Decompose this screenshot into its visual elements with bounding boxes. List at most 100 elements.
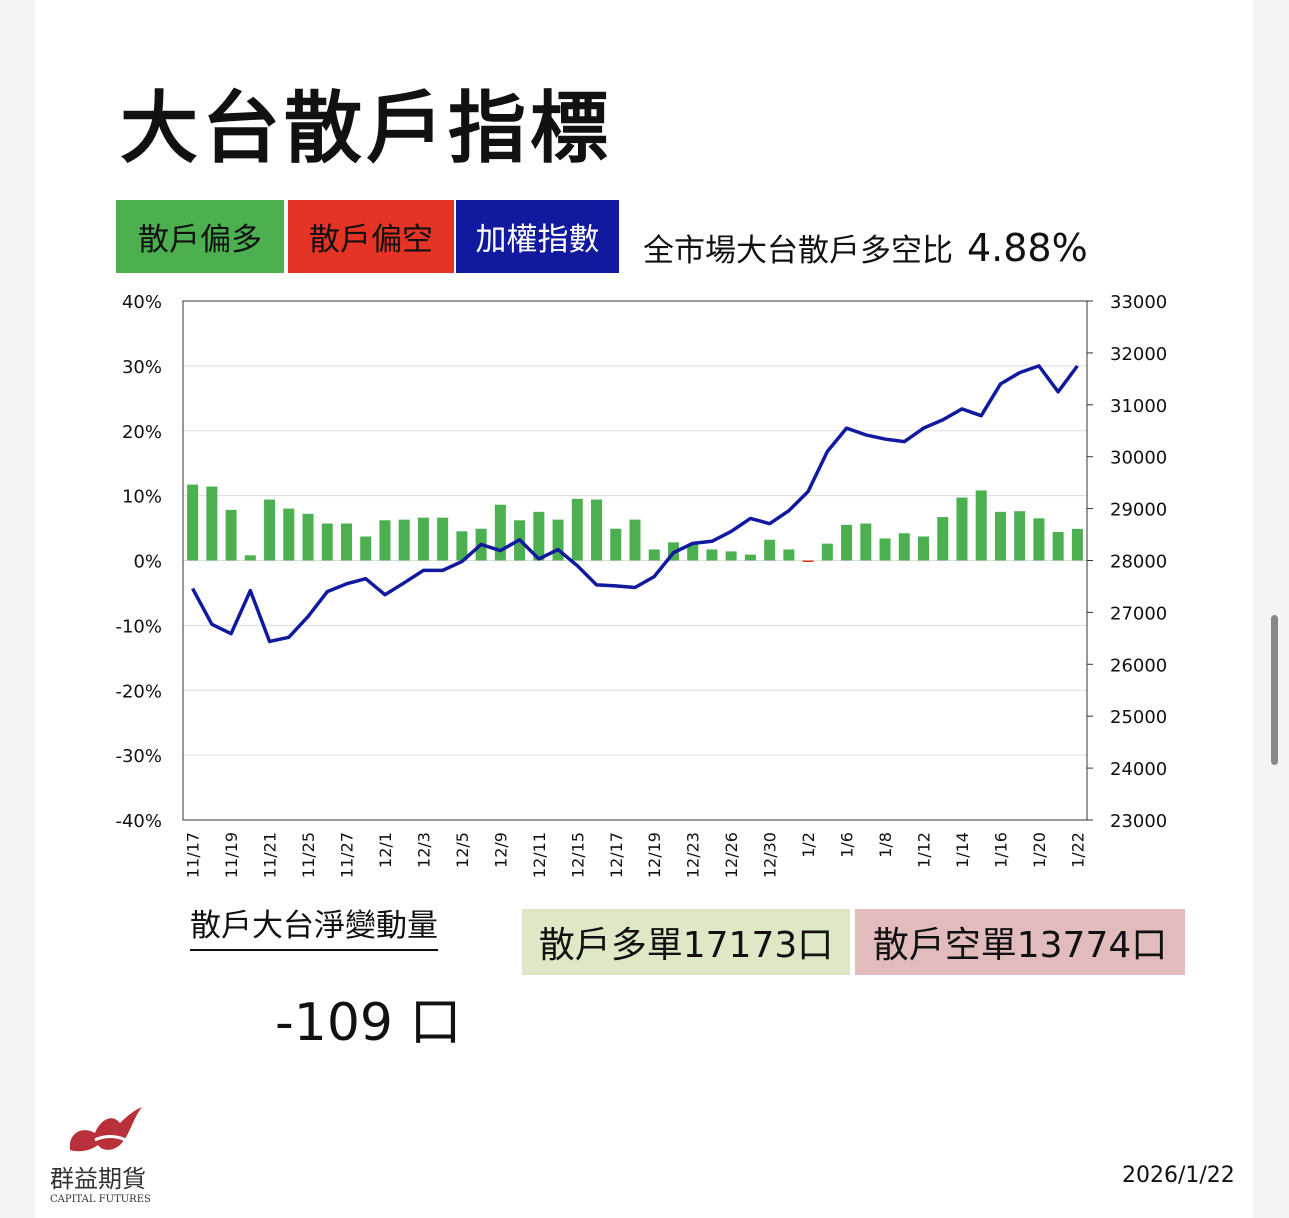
left-tick-label: 20% bbox=[122, 422, 162, 443]
x-tick-label: 1/16 bbox=[991, 832, 1010, 868]
bar bbox=[744, 554, 756, 561]
bar bbox=[571, 498, 583, 561]
bar bbox=[187, 484, 199, 561]
x-tick-label: 11/27 bbox=[337, 832, 356, 878]
logo-name: 群益期貨 bbox=[50, 1165, 146, 1193]
bar bbox=[860, 523, 872, 561]
x-tick-label: 1/22 bbox=[1068, 832, 1087, 868]
bar bbox=[706, 549, 718, 561]
plot-frame bbox=[182, 300, 1088, 821]
right-tick-label: 28000 bbox=[1110, 552, 1167, 573]
x-tick-label: 12/30 bbox=[761, 832, 780, 878]
x-tick-label: 1/2 bbox=[799, 832, 818, 858]
bar bbox=[533, 511, 545, 561]
bar bbox=[1014, 511, 1026, 561]
scrollbar[interactable] bbox=[1271, 615, 1278, 765]
left-tick-label: -30% bbox=[115, 746, 162, 767]
bar bbox=[937, 517, 949, 561]
x-tick-label: 11/21 bbox=[261, 832, 280, 878]
net-change-label: 散戶大台淨變動量 bbox=[190, 900, 438, 951]
right-tick-label: 31000 bbox=[1110, 396, 1167, 417]
x-tick-label: 1/12 bbox=[915, 832, 934, 868]
bar bbox=[379, 520, 391, 561]
ratio-value: 4.88% bbox=[967, 226, 1088, 270]
logo-bird-icon bbox=[69, 1107, 142, 1152]
legend-index: 加權指數 bbox=[456, 200, 619, 273]
x-tick-label: 1/8 bbox=[876, 832, 895, 858]
retail-short-box: 散戶空單13774口 bbox=[855, 909, 1185, 975]
right-tick-label: 29000 bbox=[1110, 500, 1167, 521]
bar bbox=[994, 511, 1006, 561]
bar bbox=[302, 513, 314, 561]
bar bbox=[1052, 531, 1064, 561]
bar bbox=[360, 536, 372, 561]
right-tick-label: 26000 bbox=[1110, 655, 1167, 676]
bar bbox=[841, 524, 853, 561]
x-tick-label: 1/14 bbox=[953, 832, 972, 868]
bar bbox=[821, 543, 833, 561]
x-tick-label: 12/23 bbox=[684, 832, 703, 878]
x-tick-label: 12/9 bbox=[491, 832, 510, 868]
bar bbox=[417, 517, 429, 561]
ratio-label: 全市場大台散戶多空比 bbox=[643, 233, 953, 269]
bar bbox=[783, 549, 795, 561]
bar bbox=[610, 528, 622, 561]
logo: 群益期貨 CAPITAL FUTURES bbox=[50, 1105, 160, 1205]
x-tick-label: 12/17 bbox=[607, 832, 626, 878]
x-tick-label: 12/15 bbox=[568, 832, 587, 878]
left-tick-label: 10% bbox=[122, 487, 162, 508]
bar bbox=[206, 486, 218, 561]
right-tick-label: 27000 bbox=[1110, 603, 1167, 624]
bar bbox=[321, 523, 333, 561]
bar bbox=[264, 499, 276, 561]
bar bbox=[225, 509, 237, 561]
legend-retail-short: 散戶偏空 bbox=[288, 200, 454, 273]
left-tick-label: -10% bbox=[115, 616, 162, 637]
bar bbox=[552, 519, 564, 561]
index-line bbox=[191, 364, 1079, 644]
x-tick-label: 1/6 bbox=[838, 832, 857, 858]
x-tick-label: 12/3 bbox=[414, 832, 433, 868]
bar bbox=[494, 504, 506, 561]
right-tick-label: 23000 bbox=[1110, 811, 1167, 832]
bar bbox=[1071, 528, 1083, 561]
retail-long-box: 散戶多單17173口 bbox=[522, 909, 850, 975]
x-tick-label: 12/26 bbox=[722, 832, 741, 878]
ratio-display: 全市場大台散戶多空比 4.88% bbox=[643, 225, 1088, 270]
bar bbox=[437, 517, 449, 561]
bar bbox=[629, 519, 641, 561]
bar bbox=[764, 539, 776, 561]
bar bbox=[283, 508, 295, 561]
bar bbox=[725, 551, 737, 561]
left-tick-label: -20% bbox=[115, 681, 162, 702]
x-tick-label: 11/19 bbox=[222, 832, 241, 878]
bar bbox=[802, 560, 814, 562]
bar bbox=[398, 519, 410, 561]
bar bbox=[956, 497, 968, 561]
bar bbox=[456, 531, 468, 561]
bar bbox=[918, 536, 930, 561]
bar bbox=[879, 538, 891, 561]
right-tick-label: 25000 bbox=[1110, 707, 1167, 728]
bar bbox=[1033, 518, 1045, 561]
right-tick-label: 32000 bbox=[1110, 344, 1167, 365]
right-tick-label: 33000 bbox=[1110, 292, 1167, 313]
bar bbox=[340, 523, 352, 561]
net-change-value: -109 口 bbox=[275, 993, 462, 1053]
page-title: 大台散戶指標 bbox=[120, 84, 613, 174]
chart: 40% 30% 20% 10% 0% -10% -20% -30% -40% 33000 32000… bbox=[115, 292, 1167, 878]
x-tick-label: 12/1 bbox=[376, 832, 395, 868]
x-tick-label: 11/17 bbox=[184, 832, 203, 878]
bar bbox=[687, 544, 699, 561]
bar bbox=[244, 555, 256, 561]
bar bbox=[898, 533, 910, 561]
report-date: 2026/1/22 bbox=[1122, 1163, 1235, 1188]
x-tick-label: 11/25 bbox=[299, 832, 318, 878]
bar bbox=[591, 499, 603, 561]
x-tick-label: 12/5 bbox=[453, 832, 472, 868]
x-tick-label: 12/19 bbox=[645, 832, 664, 878]
left-tick-label: 30% bbox=[122, 357, 162, 378]
bar bbox=[648, 549, 660, 561]
left-tick-label: 40% bbox=[122, 292, 162, 313]
right-tick-label: 30000 bbox=[1110, 448, 1167, 469]
